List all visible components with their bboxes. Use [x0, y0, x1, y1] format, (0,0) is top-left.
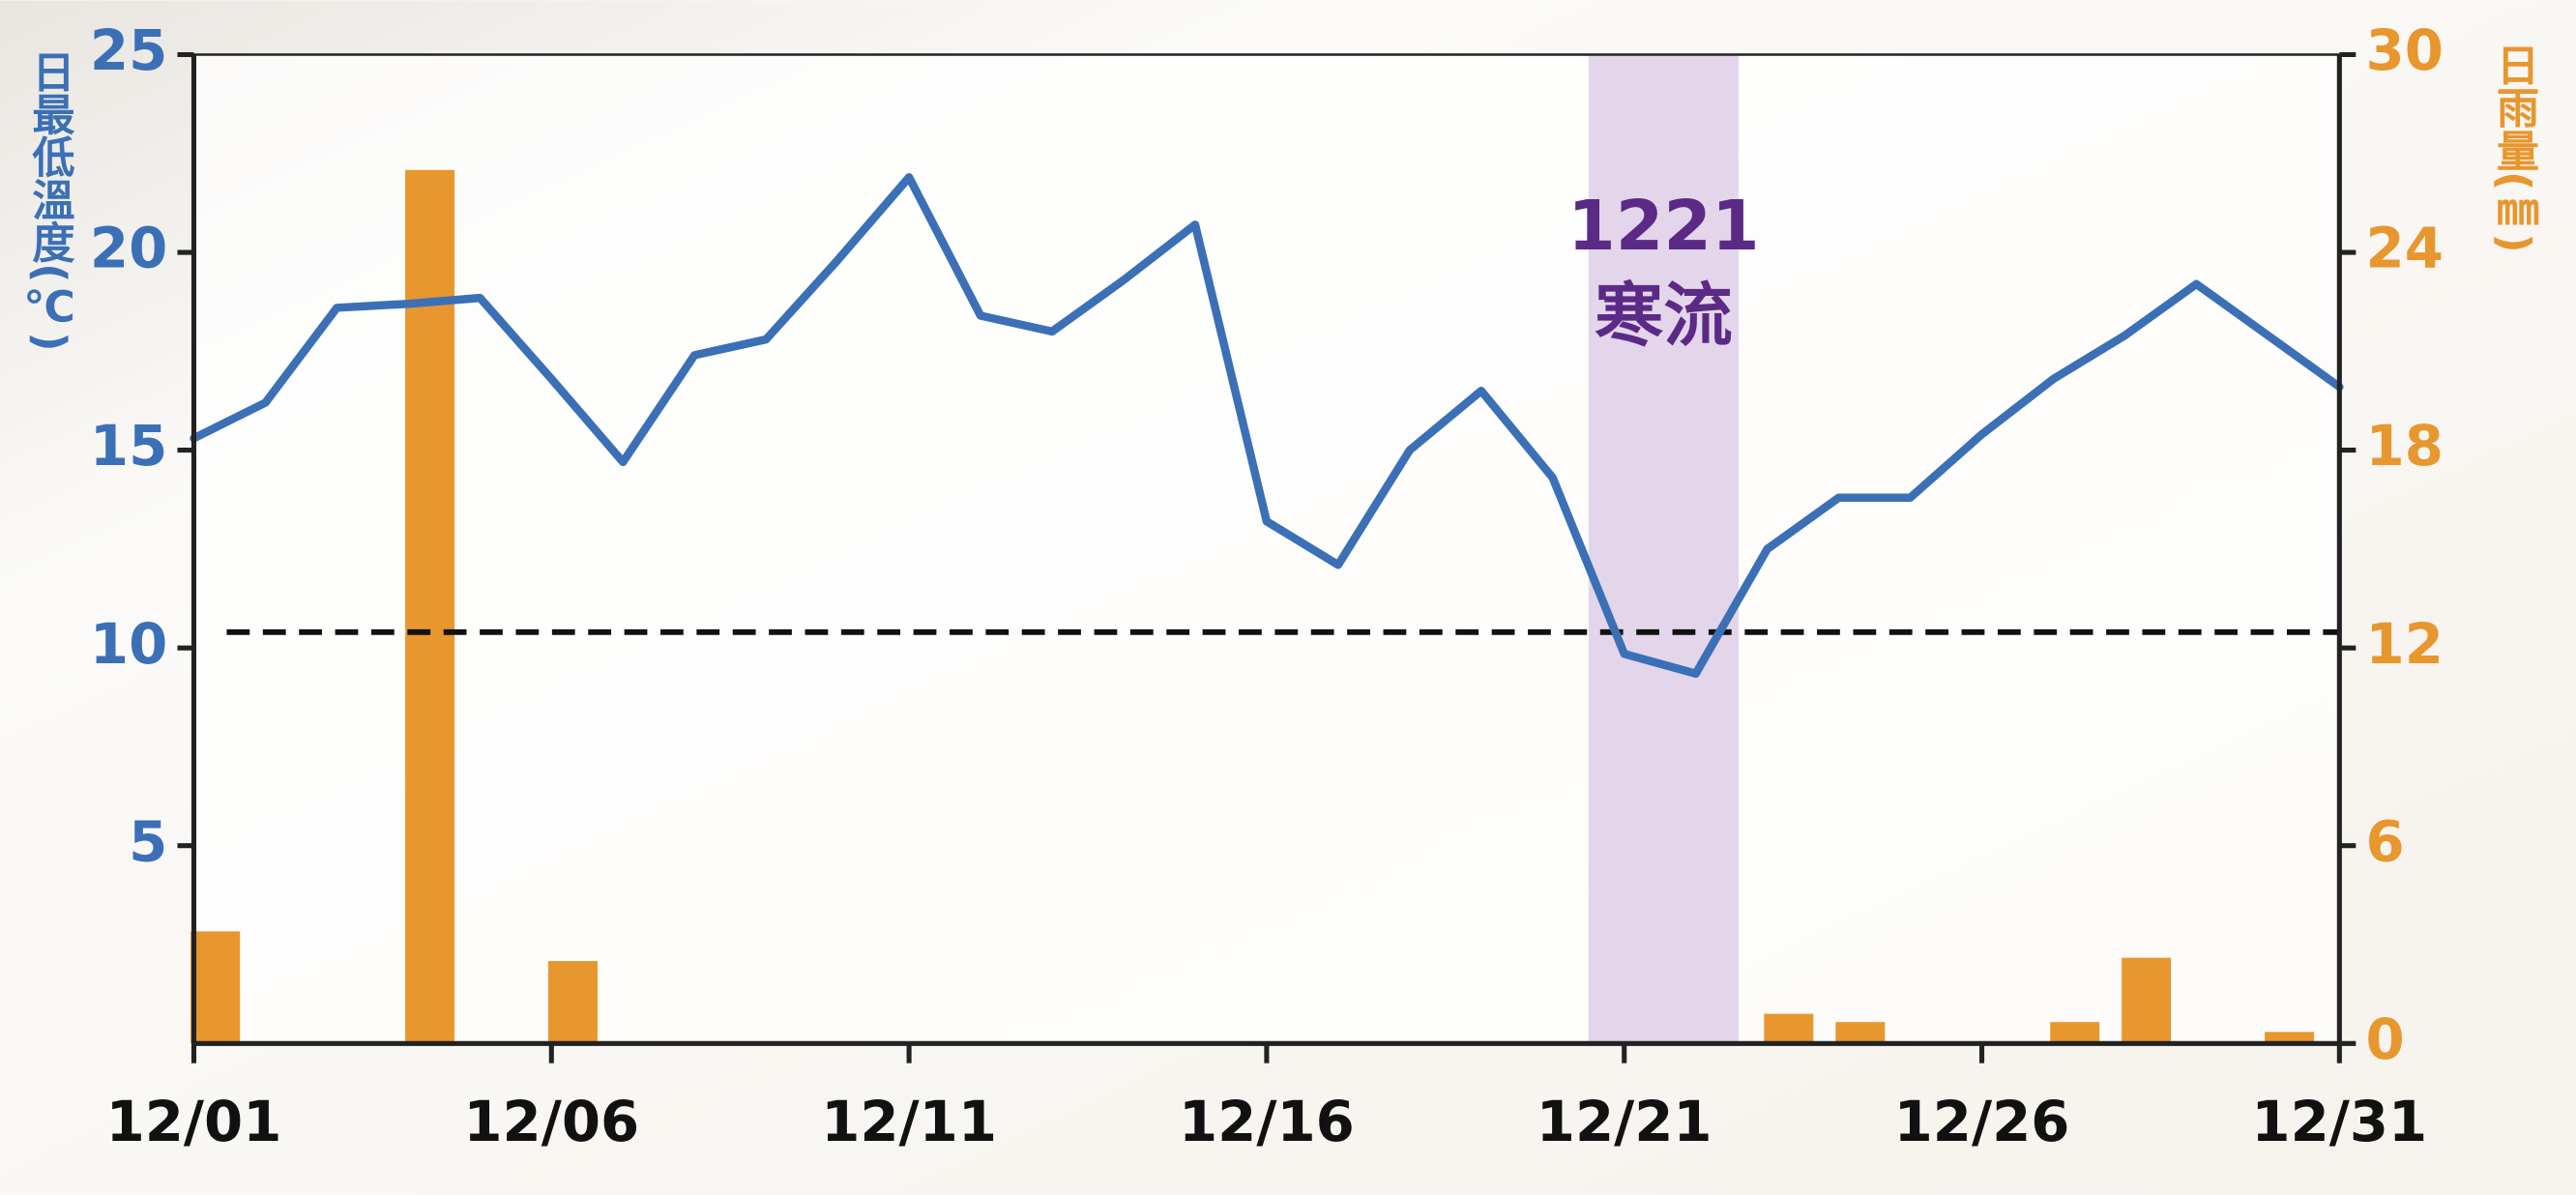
rain-bar	[190, 931, 241, 1044]
y2-tick-label: 6	[2366, 808, 2405, 874]
rain-bar	[2265, 1032, 2315, 1044]
rain-bar	[2122, 957, 2172, 1044]
highlight-label: 1221	[1567, 186, 1760, 266]
x-tick-label: 12/01	[106, 1089, 282, 1154]
rain-bar	[405, 169, 455, 1044]
y-axis-label: 日最低溫度(℃)	[24, 49, 74, 351]
y-tick-label: 10	[90, 611, 167, 677]
y-tick-label: 15	[90, 413, 167, 479]
highlight-band	[1588, 54, 1740, 1044]
x-tick-label: 12/31	[2251, 1089, 2427, 1154]
y-tick-label: 25	[90, 17, 167, 83]
y2-tick-label: 24	[2366, 216, 2444, 281]
temperature-line	[190, 173, 2344, 678]
rain-bar	[1835, 1022, 1886, 1044]
y2-tick-label: 0	[2366, 1006, 2405, 1072]
x-tick-label: 12/06	[463, 1089, 639, 1154]
y2-axis-label: 日雨量(㎜)	[2489, 44, 2538, 253]
highlight-label: 寒流	[1595, 276, 1733, 356]
rain-bar	[547, 961, 598, 1044]
y2-tick-label: 30	[2366, 17, 2444, 83]
x-tick-label: 12/21	[1537, 1089, 1712, 1154]
y-tick-label: 20	[90, 216, 167, 281]
x-tick-label: 12/16	[1179, 1089, 1355, 1154]
rain-bar	[1764, 1013, 1814, 1044]
y-tick-label: 5	[129, 808, 167, 874]
y2-tick-label: 18	[2366, 413, 2444, 479]
y2-tick-label: 12	[2366, 611, 2444, 677]
x-tick-label: 12/11	[821, 1089, 997, 1154]
rain-bar	[2050, 1022, 2100, 1044]
x-tick-label: 12/26	[1894, 1089, 2070, 1154]
plot-area	[193, 54, 2340, 1044]
